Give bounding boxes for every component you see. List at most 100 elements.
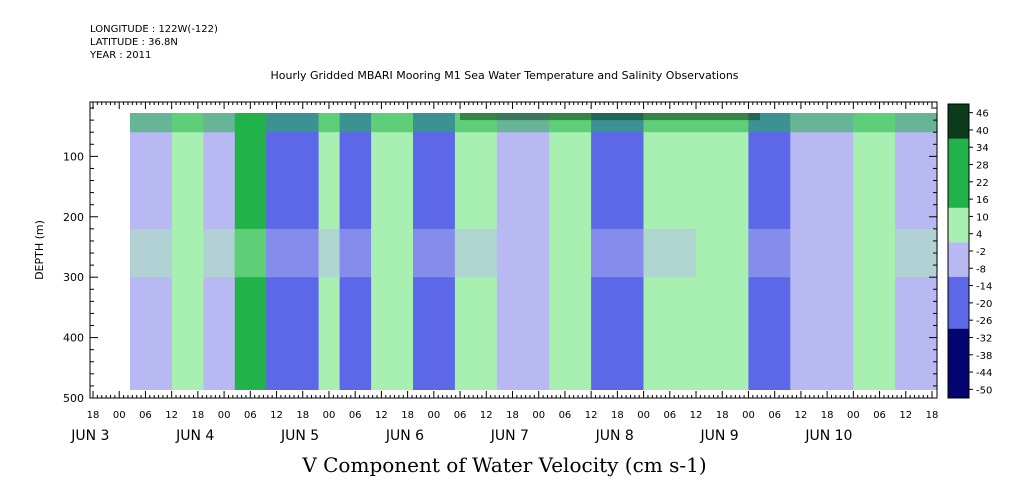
latitude-label: LATITUDE : 36.8N (90, 37, 178, 48)
x-hour-label: 12 (375, 410, 388, 421)
y-tick-label: 300 (63, 271, 84, 284)
x-hour-label: 06 (349, 410, 362, 421)
heatmap-band (339, 228, 372, 278)
colorbar-swatch (948, 276, 969, 295)
colorbar-label: 40 (976, 126, 989, 137)
y-tick-label: 200 (63, 211, 84, 224)
x-hour-label: 18 (401, 410, 414, 421)
heatmap-column (371, 113, 414, 390)
heatmap-column (895, 113, 938, 390)
x-hour-label: 12 (795, 410, 808, 421)
heatmap-band (266, 228, 320, 278)
colorbar-label: -14 (976, 282, 992, 293)
x-hour-label: 00 (218, 410, 231, 421)
x-hour-label: 06 (139, 410, 152, 421)
x-hour-label: 12 (899, 410, 912, 421)
colorbar-label: -20 (976, 299, 992, 310)
colorbar-swatch (948, 225, 969, 243)
heatmap-band (413, 228, 456, 278)
x-day-label: JUN 10 (804, 428, 852, 444)
colorbar-swatch (948, 155, 969, 174)
heatmap-band (643, 228, 697, 278)
x-hour-label: 18 (506, 410, 519, 421)
chart-title: Hourly Gridded MBARI Mooring M1 Sea Wate… (270, 69, 739, 82)
heatmap-column (790, 113, 854, 390)
y-tick-label: 500 (63, 392, 84, 405)
colorbar-swatch (948, 190, 969, 209)
x-day-label: JUN 3 (70, 428, 109, 444)
colorbar-label: -32 (976, 334, 992, 345)
x-hour-label: 00 (323, 410, 336, 421)
x-hour-label: 06 (559, 410, 572, 421)
colorbar-label: -44 (976, 368, 992, 379)
x-day-label: JUN 9 (699, 428, 738, 444)
x-hour-label: 06 (244, 410, 257, 421)
x-hour-label: 18 (611, 410, 624, 421)
colorbar-label: 46 (976, 109, 989, 120)
colorbar-swatch (948, 294, 969, 312)
x-hour-label: 12 (585, 410, 598, 421)
plot-frame (89, 101, 938, 399)
heatmap-column (549, 113, 592, 390)
heatmap-column (591, 113, 645, 390)
heatmap-band (748, 228, 791, 278)
heatmap-column (171, 113, 204, 390)
heatmap-band (318, 228, 341, 278)
colorbar-swatch (948, 259, 969, 278)
x-hour-label: 18 (716, 410, 729, 421)
x-hour-label: 18 (87, 410, 100, 421)
heatmap-band (130, 228, 173, 278)
x-hour-label: 18 (926, 410, 939, 421)
x-hour-label: 00 (847, 410, 860, 421)
colorbar-label: -50 (976, 385, 992, 396)
x-hour-label: 18 (296, 410, 309, 421)
heatmap-column (130, 113, 173, 390)
x-day-label: JUN 5 (280, 428, 319, 444)
heatmap-band (695, 228, 749, 278)
heatmap-column (454, 113, 498, 390)
heatmap-column (339, 113, 372, 390)
x-hour-label: 00 (427, 410, 440, 421)
x-hour-label: 06 (873, 410, 886, 421)
y-axis-label: DEPTH (m) (33, 220, 46, 280)
x-hour-label: 00 (113, 410, 126, 421)
heatmap-band (234, 228, 267, 278)
x-day-label: JUN 4 (175, 428, 214, 444)
x-hour-label: 06 (663, 410, 676, 421)
heatmap-band (790, 228, 854, 278)
longitude-label: LONGITUDE : 122W(-122) (90, 24, 218, 35)
colorbar-label: 22 (976, 178, 989, 189)
heatmap-field (130, 113, 938, 390)
colorbar-label: -2 (976, 247, 986, 258)
colorbar-frame (947, 103, 970, 399)
colorbar-label: 34 (976, 143, 989, 154)
heatmap-band (895, 228, 938, 278)
heatmap-column (413, 113, 456, 390)
x-day-label: JUN 8 (595, 428, 634, 444)
heatmap-column (695, 113, 749, 390)
heatmap-band (853, 228, 896, 278)
x-hour-label: 00 (742, 410, 755, 421)
x-hour-label: 12 (270, 410, 283, 421)
colorbar-label: 28 (976, 161, 989, 172)
heatmap-column (266, 113, 320, 390)
x-hour-label: 00 (532, 410, 545, 421)
colorbar-swatch (948, 311, 969, 330)
heatmap-column (203, 113, 236, 390)
heatmap-band (371, 228, 414, 278)
x-hour-label: 18 (192, 410, 205, 421)
colorbar-swatch (948, 363, 969, 382)
y-tick-label: 400 (63, 332, 84, 345)
colorbar-label: -8 (976, 264, 986, 275)
heatmap-column (234, 113, 267, 390)
heatmap-column (643, 113, 697, 390)
x-hour-label: 00 (637, 410, 650, 421)
x-hour-label: 06 (768, 410, 781, 421)
heatmap-column (496, 113, 550, 390)
colorbar-swatch (948, 138, 969, 157)
x-day-label: JUN 6 (385, 428, 424, 444)
colorbar-label: 4 (976, 230, 982, 241)
colorbar-label: 10 (976, 212, 989, 223)
colorbar-swatch (948, 207, 969, 226)
